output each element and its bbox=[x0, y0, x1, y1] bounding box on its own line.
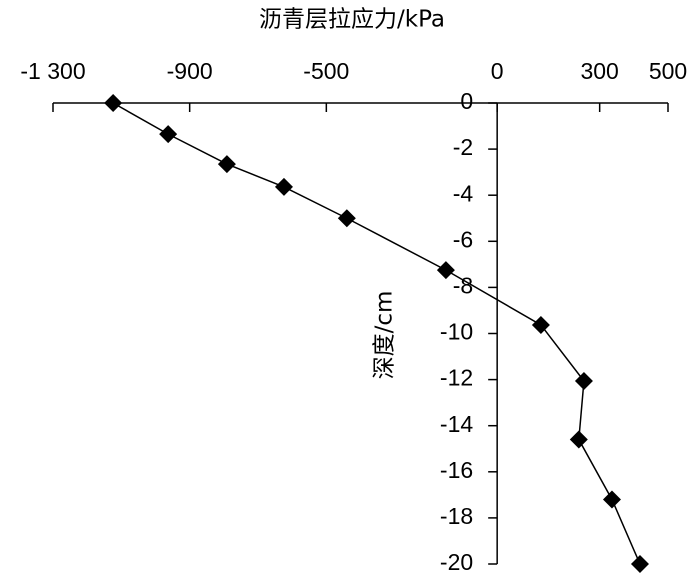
y-tick-label: -6 bbox=[453, 226, 473, 252]
x-tick-label: 0 bbox=[491, 58, 504, 84]
data-point bbox=[274, 177, 293, 196]
y-tick-label: -16 bbox=[440, 457, 473, 483]
x-tick-label: -1 300 bbox=[20, 58, 85, 84]
y-tick-label: -2 bbox=[453, 134, 473, 160]
data-point bbox=[574, 371, 593, 390]
x-tick-label: -900 bbox=[167, 58, 213, 84]
y-tick-label: -4 bbox=[453, 180, 474, 206]
data-point bbox=[104, 94, 123, 112]
data-point bbox=[630, 555, 649, 573]
data-point bbox=[337, 209, 356, 228]
x-tick-label: 500 bbox=[649, 58, 687, 84]
data-point bbox=[159, 125, 178, 144]
data-point bbox=[531, 315, 550, 334]
y-tick-label: -20 bbox=[440, 549, 473, 574]
y-tick-label: -10 bbox=[440, 319, 473, 345]
y-tick-label: -12 bbox=[440, 365, 473, 391]
data-point bbox=[569, 430, 588, 449]
data-point bbox=[217, 155, 236, 174]
x-tick-label: -500 bbox=[303, 58, 349, 84]
chart-title: 沥青层拉应力/kPa bbox=[259, 7, 445, 33]
y-tick-label: 0 bbox=[460, 88, 473, 114]
x-tick-label: 300 bbox=[580, 58, 618, 84]
y-tick-label: -14 bbox=[440, 411, 473, 437]
y-axis-label: 深度/cm bbox=[372, 291, 398, 380]
data-point bbox=[602, 490, 621, 509]
y-tick-label: -8 bbox=[453, 272, 473, 298]
data-point bbox=[436, 261, 455, 280]
y-tick-label: -18 bbox=[440, 503, 473, 529]
